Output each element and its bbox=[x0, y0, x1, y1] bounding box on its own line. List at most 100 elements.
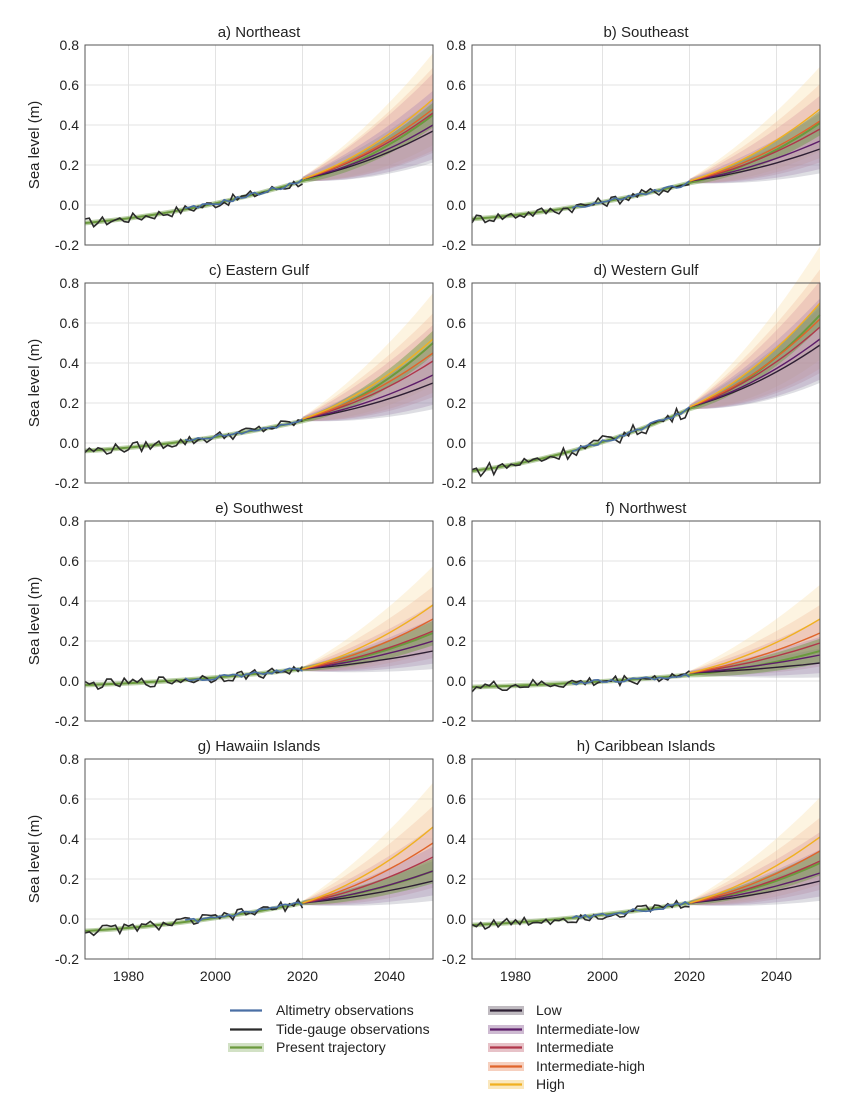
legend-item-trajectory: Present trajectory bbox=[228, 1038, 458, 1057]
legend-swatch-intermediate bbox=[488, 1043, 524, 1052]
panel-title: b) Southeast bbox=[603, 24, 689, 41]
plot-frame bbox=[471, 520, 821, 722]
scenario-line-intermediate-low bbox=[689, 140, 821, 182]
scenario-line-high bbox=[689, 836, 821, 904]
y-tick-label: 0.2 bbox=[60, 395, 80, 411]
y-tick-label: 0.2 bbox=[60, 633, 80, 649]
y-tick-label: -0.2 bbox=[55, 237, 79, 253]
y-tick-label: 0.0 bbox=[447, 197, 467, 213]
y-tick-label: 0.4 bbox=[60, 355, 80, 371]
legend-swatch-intermediate-high bbox=[488, 1061, 524, 1071]
scenario-line-high bbox=[689, 302, 821, 408]
scenario-line-intermediate bbox=[302, 630, 434, 670]
plot-area bbox=[472, 283, 820, 483]
plot-area bbox=[472, 521, 820, 721]
y-tick-label: 0.0 bbox=[447, 673, 467, 689]
x-tick-label: 2000 bbox=[587, 968, 618, 984]
y-tick-label: 0.6 bbox=[447, 77, 467, 93]
legend-left: Altimetry observations Tide-gauge observa… bbox=[228, 1001, 458, 1057]
scenario-band-intermediate bbox=[302, 826, 433, 906]
panel-d: d) Western Gulf -0.2 0.0 0.2 0.4 0.6 0.8 bbox=[442, 246, 821, 491]
y-tick-label: 0.4 bbox=[447, 593, 467, 609]
scenario-line-intermediate-low bbox=[689, 872, 821, 904]
x-tick-label: 2020 bbox=[674, 968, 705, 984]
altimetry-line bbox=[185, 178, 304, 209]
y-tick-label: 0.0 bbox=[60, 911, 80, 927]
plot-frame bbox=[84, 44, 434, 246]
legend-swatch-trajectory bbox=[228, 1043, 264, 1052]
y-tick-label: 0.8 bbox=[447, 275, 467, 291]
y-tick-label: 0.6 bbox=[447, 315, 467, 331]
y-tick-label: -0.2 bbox=[442, 237, 466, 253]
legend-swatch-altimetry bbox=[230, 1009, 262, 1012]
scenario-line-high bbox=[689, 108, 821, 182]
scenario-line-high bbox=[302, 98, 434, 180]
scenario-band-high bbox=[689, 246, 820, 409]
legend-item-tide-gauge: Tide-gauge observations bbox=[228, 1020, 458, 1039]
x-tick-label: 1980 bbox=[113, 968, 144, 984]
altimetry-line bbox=[571, 406, 691, 453]
scenario-line-intermediate-high bbox=[689, 632, 821, 674]
plot-frame bbox=[471, 758, 821, 960]
panel-f: f) Northwest -0.2 0.0 0.2 0.4 0.6 0.8 bbox=[442, 500, 821, 729]
tide-gauge-line bbox=[84, 418, 303, 455]
scenario-band-intermediate-high bbox=[302, 313, 433, 421]
scenario-line-intermediate-high bbox=[689, 120, 821, 182]
y-tick-label: -0.2 bbox=[442, 951, 466, 967]
scenario-line-intermediate-high bbox=[302, 352, 434, 420]
plot-area bbox=[472, 759, 820, 959]
scenario-band-intermediate bbox=[302, 324, 433, 421]
scenario-line-intermediate-low bbox=[689, 338, 821, 408]
y-axis-label: Sea level (m) bbox=[26, 577, 43, 665]
scenario-line-high bbox=[302, 826, 434, 904]
y-tick-label: 0.8 bbox=[447, 37, 467, 53]
scenario-line-intermediate-high bbox=[689, 850, 821, 904]
y-tick-label: 0.2 bbox=[60, 871, 80, 887]
scenario-band-intermediate-low bbox=[302, 345, 433, 422]
y-tick-label: -0.2 bbox=[55, 475, 79, 491]
y-tick-label: 0.4 bbox=[60, 117, 80, 133]
y-tick-label: 0.4 bbox=[60, 593, 80, 609]
y-tick-label: 0.6 bbox=[60, 77, 80, 93]
legend-swatch-tide-gauge bbox=[230, 1027, 262, 1031]
y-tick-label: 0.0 bbox=[60, 197, 80, 213]
scenario-line-intermediate-high bbox=[689, 318, 821, 408]
y-tick-label: 0.4 bbox=[60, 831, 80, 847]
trajectory-line bbox=[471, 862, 821, 926]
trajectory-band bbox=[472, 110, 820, 222]
panel-h: h) Caribbean Islands -0.2 0.0 0.2 0.4 0.6 0.8 1… bbox=[442, 738, 821, 984]
scenario-band-intermediate-high bbox=[302, 67, 433, 181]
legend-label: Present trajectory bbox=[276, 1039, 386, 1055]
plot-frame bbox=[84, 282, 434, 484]
panel-c: c) Eastern Gulf -0.2 0.0 0.2 0.4 0.6 0.8 Sea le… bbox=[26, 262, 434, 491]
y-tick-label: 0.2 bbox=[447, 157, 467, 173]
scenario-line-intermediate bbox=[689, 642, 821, 674]
y-tick-label: 0.4 bbox=[447, 355, 467, 371]
y-tick-label: -0.2 bbox=[55, 713, 79, 729]
scenario-band-low bbox=[302, 99, 433, 182]
scenario-line-low bbox=[689, 148, 821, 182]
legend-label: Low bbox=[536, 1002, 562, 1018]
x-tick-label: 2020 bbox=[287, 968, 318, 984]
scenario-band-intermediate-high bbox=[689, 269, 820, 409]
x-tick-label: 2040 bbox=[374, 968, 405, 984]
panel-g: g) Hawaiin Islands -0.2 0.0 0.2 0.4 0.6 0.8 Sea… bbox=[26, 738, 434, 984]
scenario-band-intermediate bbox=[302, 73, 433, 181]
altimetry-line bbox=[184, 901, 303, 924]
plot-area bbox=[85, 45, 433, 245]
legend-item-altimetry: Altimetry observations bbox=[228, 1001, 458, 1020]
scenario-line-intermediate-low bbox=[302, 374, 434, 420]
scenario-band-high bbox=[689, 797, 820, 905]
scenario-line-low bbox=[302, 650, 434, 670]
tide-gauge-line bbox=[471, 899, 690, 931]
tide-gauge-line bbox=[84, 897, 304, 937]
scenario-band-high bbox=[302, 53, 433, 181]
scenario-line-high bbox=[689, 618, 821, 674]
scenario-band-intermediate-low bbox=[302, 90, 433, 182]
legend-label: Altimetry observations bbox=[276, 1002, 414, 1018]
altimetry-line bbox=[184, 667, 303, 682]
scenario-line-intermediate bbox=[302, 856, 434, 904]
scenario-band-intermediate-high bbox=[302, 806, 433, 905]
scenario-line-low bbox=[689, 880, 821, 904]
legend-label: Intermediate bbox=[536, 1039, 614, 1055]
